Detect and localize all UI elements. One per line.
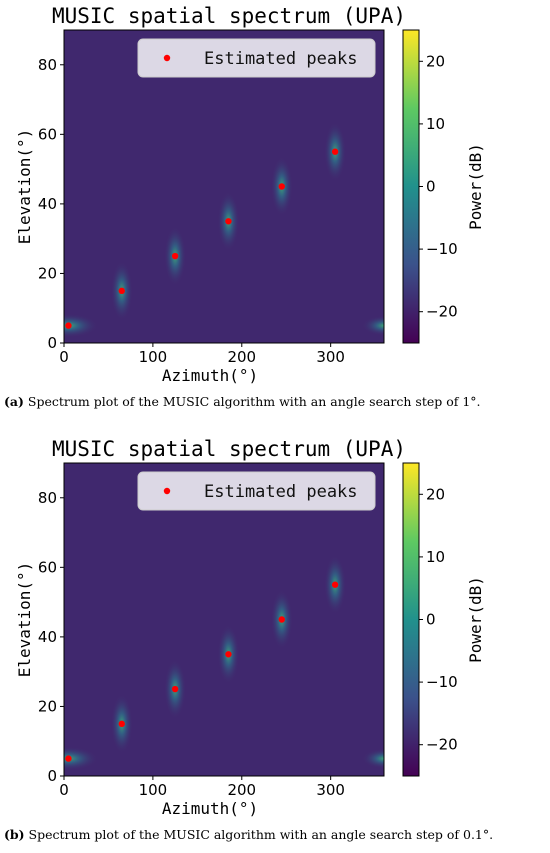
peak-marker [278, 616, 285, 623]
peak-marker [118, 287, 125, 295]
peak-marker [118, 720, 125, 728]
y-tick-label: 20 [38, 697, 57, 715]
legend-box [137, 38, 376, 78]
chart-1: MUSIC spatial spectrum (UPA)0 100 200 30002… [15, 437, 485, 818]
x-axis-label: Azimuth(°) [162, 366, 258, 385]
caption-a-text: Spectrum plot of the MUSIC algorithm wit… [23, 394, 481, 409]
legend-marker [163, 54, 171, 62]
y-axis-label: Elevation(°) [15, 562, 34, 678]
peak-glow-wrap [362, 748, 384, 769]
y-tick-label: 80 [38, 56, 57, 74]
chart-title: MUSIC spatial spectrum (UPA) [52, 437, 406, 461]
colorbar-tick-label: 10 [426, 115, 445, 133]
colorbar-tick-label: −20 [426, 736, 458, 754]
peak-marker [171, 685, 179, 693]
colorbar-tick-label: 0 [426, 178, 436, 196]
caption-a: (a) Spectrum plot of the MUSIC algorithm… [4, 394, 481, 409]
peak-marker [65, 322, 72, 329]
peak-marker [225, 651, 232, 658]
colorbar-tick-label: −10 [426, 240, 458, 258]
y-axis-label: Elevation(°) [15, 129, 34, 245]
peak-marker [65, 755, 72, 762]
peak-marker [278, 183, 285, 190]
colorbar [402, 29, 420, 344]
legend-marker [163, 487, 171, 495]
x-tick-label: 0 [59, 781, 69, 799]
x-axis-label: Azimuth(°) [162, 799, 258, 818]
legend-label: Estimated peaks [204, 49, 358, 69]
colorbar-label: Power(dB) [466, 143, 485, 230]
legend-label: Estimated peaks [204, 482, 358, 502]
y-tick-label: 40 [38, 628, 57, 646]
colorbar-tick-label: 20 [426, 52, 445, 70]
y-tick-label: 20 [38, 264, 57, 282]
colorbar-label: Power(dB) [466, 576, 485, 663]
plot-frame [63, 29, 385, 344]
y-tick-label: 0 [47, 767, 57, 785]
y-tick-label: 60 [38, 125, 57, 143]
x-tick-label: 100 [139, 781, 168, 799]
peak-glow [64, 746, 99, 771]
peak-marker [171, 252, 179, 260]
y-tick-label: 80 [38, 489, 57, 507]
y-tick-label: 40 [38, 195, 57, 213]
x-tick-label: 200 [227, 781, 256, 799]
legend-box [137, 471, 376, 511]
y-tick-label: 0 [47, 334, 57, 352]
x-tick-label: 300 [316, 348, 345, 366]
colorbar-tick-label: 0 [426, 611, 436, 629]
peak-glow [64, 313, 99, 338]
peak-marker [225, 218, 232, 225]
colorbar-tick-label: 20 [426, 485, 445, 503]
colorbar-tick-label: −10 [426, 673, 458, 691]
chart-0: MUSIC spatial spectrum (UPA)0 100 200 30002… [15, 4, 485, 385]
peak-marker [331, 581, 339, 588]
caption-a-tag: (a) [4, 394, 24, 409]
x-tick-label: 100 [139, 348, 168, 366]
y-tick-label: 60 [38, 558, 57, 576]
caption-b-text: Spectrum plot of the MUSIC algorithm wit… [24, 827, 494, 842]
caption-b-tag: (b) [4, 827, 25, 842]
x-tick-label: 0 [59, 348, 69, 366]
peak-glow-wrap [362, 315, 384, 336]
chart-title: MUSIC spatial spectrum (UPA) [52, 4, 406, 28]
x-tick-label: 200 [227, 348, 256, 366]
x-tick-label: 300 [316, 781, 345, 799]
plot-frame [63, 462, 385, 777]
peak-marker [331, 148, 339, 155]
colorbar-tick-label: −20 [426, 303, 458, 321]
colorbar [402, 462, 420, 777]
colorbar-tick-label: 10 [426, 548, 445, 566]
caption-b: (b) Spectrum plot of the MUSIC algorithm… [4, 827, 493, 842]
